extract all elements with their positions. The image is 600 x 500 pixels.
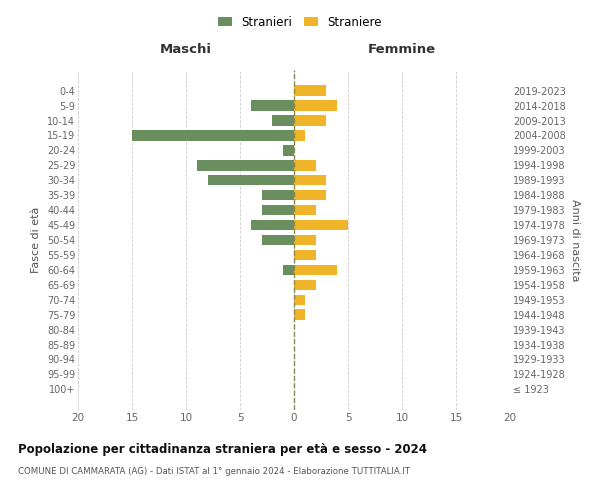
Bar [294, 220, 348, 230]
Bar [294, 175, 326, 186]
Bar [283, 264, 294, 275]
Bar [272, 116, 294, 126]
Bar [251, 220, 294, 230]
Y-axis label: Fasce di età: Fasce di età [31, 207, 41, 273]
Bar [294, 264, 337, 275]
Bar [294, 250, 316, 260]
Text: Popolazione per cittadinanza straniera per età e sesso - 2024: Popolazione per cittadinanza straniera p… [18, 442, 427, 456]
Bar [294, 190, 326, 200]
Text: Femmine: Femmine [368, 44, 436, 57]
Bar [294, 294, 305, 305]
Text: Maschi: Maschi [160, 44, 212, 57]
Bar [294, 205, 316, 216]
Bar [251, 100, 294, 111]
Bar [294, 280, 316, 290]
Legend: Stranieri, Straniere: Stranieri, Straniere [213, 11, 387, 34]
Bar [197, 160, 294, 170]
Bar [294, 310, 305, 320]
Bar [294, 235, 316, 245]
Bar [294, 116, 326, 126]
Bar [262, 205, 294, 216]
Bar [132, 130, 294, 140]
Bar [283, 145, 294, 156]
Bar [262, 235, 294, 245]
Bar [294, 100, 337, 111]
Bar [294, 130, 305, 140]
Text: COMUNE DI CAMMARATA (AG) - Dati ISTAT al 1° gennaio 2024 - Elaborazione TUTTITAL: COMUNE DI CAMMARATA (AG) - Dati ISTAT al… [18, 468, 410, 476]
Y-axis label: Anni di nascita: Anni di nascita [569, 198, 580, 281]
Bar [208, 175, 294, 186]
Bar [294, 160, 316, 170]
Bar [294, 86, 326, 96]
Bar [262, 190, 294, 200]
